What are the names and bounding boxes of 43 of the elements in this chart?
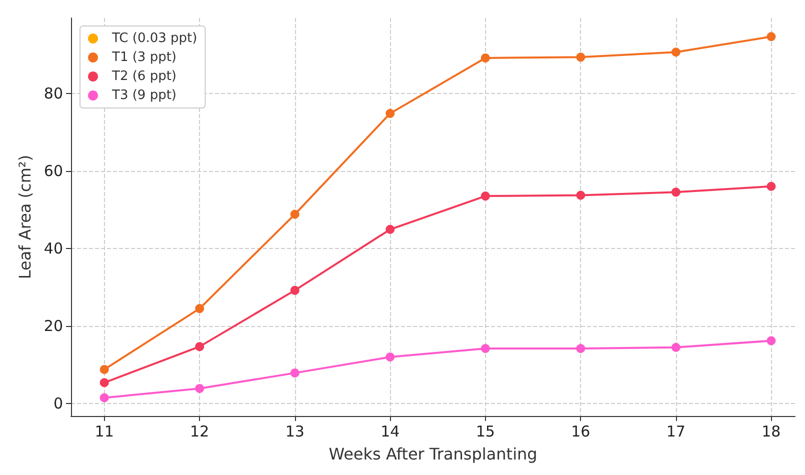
point (766, 32, 776, 42)
point (386, 108, 395, 118)
x-tick-label: 13 (285, 422, 304, 440)
y-axis-title: Leaf Area (cm²) (16, 154, 34, 280)
point (290, 368, 300, 378)
y-tick-label: 80 (44, 84, 63, 102)
point (576, 190, 586, 200)
y-tick-label: 40 (44, 239, 63, 258)
x-tick-label: 12 (190, 422, 210, 440)
point (290, 286, 300, 295)
point (290, 210, 300, 219)
point (100, 393, 109, 402)
x-tick-label: 17 (666, 422, 686, 440)
point (766, 182, 776, 191)
x-tick-label: 14 (380, 422, 400, 440)
point (195, 342, 204, 352)
legend-label: T2 (6 ppt) (111, 69, 176, 84)
legend-label: TC (0.03 ppt) (111, 31, 198, 46)
point (480, 344, 490, 353)
point (766, 336, 776, 346)
point (480, 53, 490, 62)
y-tick-label: 60 (44, 162, 63, 180)
point (671, 48, 680, 57)
y-tick-label: 20 (44, 317, 63, 336)
x-tick-label: 15 (476, 422, 495, 440)
point (100, 364, 109, 374)
legend-label: T3 (9 ppt) (111, 88, 176, 103)
legend-label: T1 (3 ppt) (111, 50, 176, 65)
point (386, 352, 395, 362)
point (671, 188, 680, 197)
point (671, 342, 680, 352)
x-tick-label: 11 (94, 422, 114, 440)
point (195, 304, 204, 314)
x-tick-label: 18 (762, 422, 781, 440)
point (386, 224, 395, 234)
x-tick-label: 16 (571, 422, 590, 440)
x-axis-title: Weeks After Transplanting (328, 444, 538, 464)
y-tick-label: 0 (53, 394, 63, 413)
point (100, 378, 109, 388)
point (576, 344, 586, 353)
point (195, 384, 204, 393)
point (480, 192, 490, 201)
point (576, 52, 586, 62)
